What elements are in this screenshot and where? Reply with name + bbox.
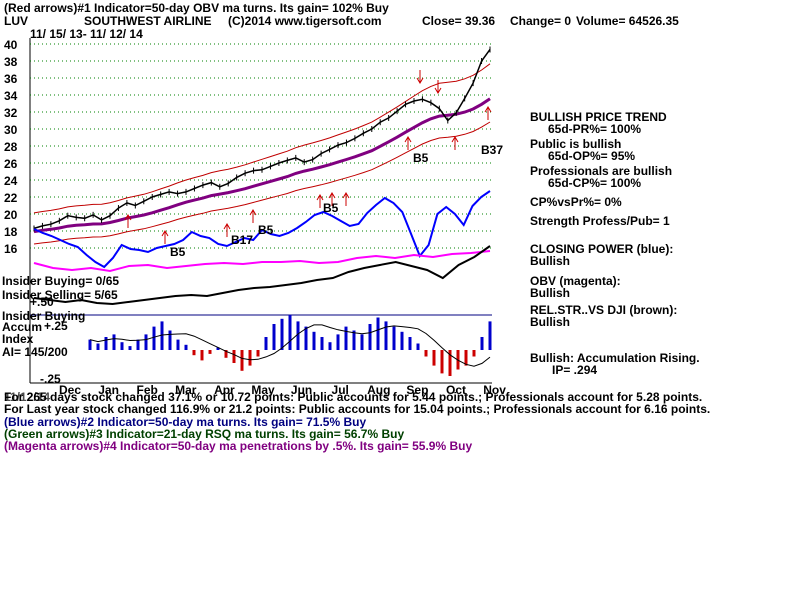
y-tick-label: 26 — [4, 157, 18, 171]
copyright: (C)2014 www.tigersoft.com — [228, 14, 382, 28]
public-status: Public is bullish — [530, 137, 622, 151]
volume-value: Volume= 64526.35 — [576, 14, 679, 28]
y-tick-label: 40 — [4, 38, 18, 52]
closing-power-status: Bullish — [530, 254, 571, 268]
insider-buying-count: Insider Buying= 0/65 — [2, 274, 120, 288]
accumulation-status: Bullish: Accumulation Rising. — [530, 351, 700, 365]
change-value: Change= 0 — [510, 14, 572, 28]
sell-arrow-head — [416, 77, 424, 84]
y-tick-label: 32 — [4, 106, 18, 120]
y-tick-label: 30 — [4, 123, 18, 137]
closing-power-label: CLOSING POWER (blue): — [530, 242, 674, 256]
x-tick-label: Feb — [137, 383, 158, 397]
professionals-status: Professionals are bullish — [530, 164, 673, 178]
footer-blue-arrows: (Blue arrows)#2 Indicator=50-day ma turn… — [4, 415, 367, 429]
x-tick-label: Jul — [332, 383, 349, 397]
x-tick-label: Nov — [483, 383, 506, 397]
x-tick-label: Jun — [291, 383, 312, 397]
rel-str-label: REL.STR..VS DJI (brown): — [530, 303, 678, 317]
buy-arrow-head — [249, 209, 257, 216]
footer-last-year: For Last year stock changed 116.9% or 21… — [4, 402, 711, 416]
ticker-symbol: LUV — [4, 14, 28, 28]
signal-label: B5 — [323, 201, 339, 215]
insider-buying-label: Insider Buying — [2, 309, 86, 323]
buy-arrow-head — [316, 194, 324, 201]
buy-arrow-head — [484, 106, 492, 113]
accum-label: Accum — [2, 320, 43, 334]
y-tick-label: 28 — [4, 140, 18, 154]
y-tick-label: 36 — [4, 72, 18, 86]
cp-pct: 65d-CP%= 100% — [548, 176, 642, 190]
close-value: Close= 39.36 — [422, 14, 496, 28]
accum-minus25: -.25 — [40, 372, 61, 386]
moving-average — [33, 97, 491, 234]
price-line — [33, 48, 491, 230]
closing-power-line — [33, 190, 491, 269]
lower-band — [33, 121, 491, 245]
x-tick-label: Jan — [98, 383, 119, 397]
x-tick-label: Dec — [59, 383, 81, 397]
y-tick-label: 24 — [4, 174, 18, 188]
x-tick-label: Oct — [446, 383, 466, 397]
x-tick-label: Sep — [406, 383, 428, 397]
accum-plus50: +.50 — [30, 295, 54, 309]
op-pct: 65d-OP%= 95% — [548, 149, 636, 163]
buy-arrow-head — [328, 192, 336, 199]
signal-label: B5 — [258, 223, 274, 237]
x-tick-label: Mar — [175, 383, 197, 397]
buy-arrow-head — [124, 214, 132, 221]
strength-ratio: Strength Profess/Pub= 1 — [530, 214, 670, 228]
y-tick-label: 38 — [4, 55, 18, 69]
insider-selling-count: Insider Selling= 5/65 — [2, 288, 118, 302]
trend-title: BULLISH PRICE TREND — [530, 110, 667, 124]
x-tick-label: Aug — [367, 383, 390, 397]
y-tick-label: 34 — [4, 89, 18, 103]
signal-label: B5 — [170, 245, 186, 259]
footer-date-overlay: 11/12/14 — [4, 390, 51, 404]
obv-label: OBV (magenta): — [530, 274, 621, 288]
obv-status: Bullish — [530, 286, 571, 300]
y-tick-label: 22 — [4, 191, 18, 205]
obv-line — [33, 250, 491, 273]
ip-value: IP= .294 — [552, 363, 598, 377]
pr-pct: 65d-PR%= 100% — [548, 122, 642, 136]
date-range: 11/ 15/ 13- 11/ 12/ 14 — [30, 27, 143, 41]
signal-label: B17 — [231, 233, 253, 247]
footer-265-days: For 265 days stock changed 37.1% or 10.7… — [4, 390, 703, 404]
relative-strength-line — [33, 245, 491, 306]
buy-arrow-head — [451, 136, 459, 143]
company-name: SOUTHWEST AIRLINE — [84, 14, 212, 28]
accum-ma-line — [89, 324, 491, 367]
signal-label: B5 — [413, 151, 429, 165]
buy-arrow-head — [342, 192, 350, 199]
footer-green-arrows: (Green arrows)#3 Indicator=21-day RSQ ma… — [4, 427, 405, 441]
buy-arrow-head — [161, 230, 169, 237]
footer-magenta-arrows: (Magenta arrows)#4 Indicator=50-day ma p… — [4, 439, 473, 453]
buy-arrow-head — [223, 223, 231, 230]
indicator-1-line: (Red arrows)#1 Indicator=50-day OBV ma t… — [4, 1, 389, 15]
signal-label: B37 — [481, 143, 503, 157]
buy-arrow-head — [404, 136, 412, 143]
y-tick-label: 20 — [4, 208, 18, 222]
ai-value: AI= 145/200 — [2, 345, 68, 359]
accum-plus25: +.25 — [44, 319, 68, 333]
upper-band — [33, 63, 491, 214]
x-tick-label: May — [251, 383, 275, 397]
index-label: Index — [2, 332, 34, 346]
rel-str-status: Bullish — [530, 315, 571, 329]
cp-vs-pr: CP%vsPr%= 0% — [530, 195, 622, 209]
y-tick-label: 18 — [4, 225, 18, 239]
y-tick-label: 16 — [4, 242, 18, 256]
x-tick-label: Apr — [214, 383, 235, 397]
sell-arrow-head — [434, 87, 442, 94]
